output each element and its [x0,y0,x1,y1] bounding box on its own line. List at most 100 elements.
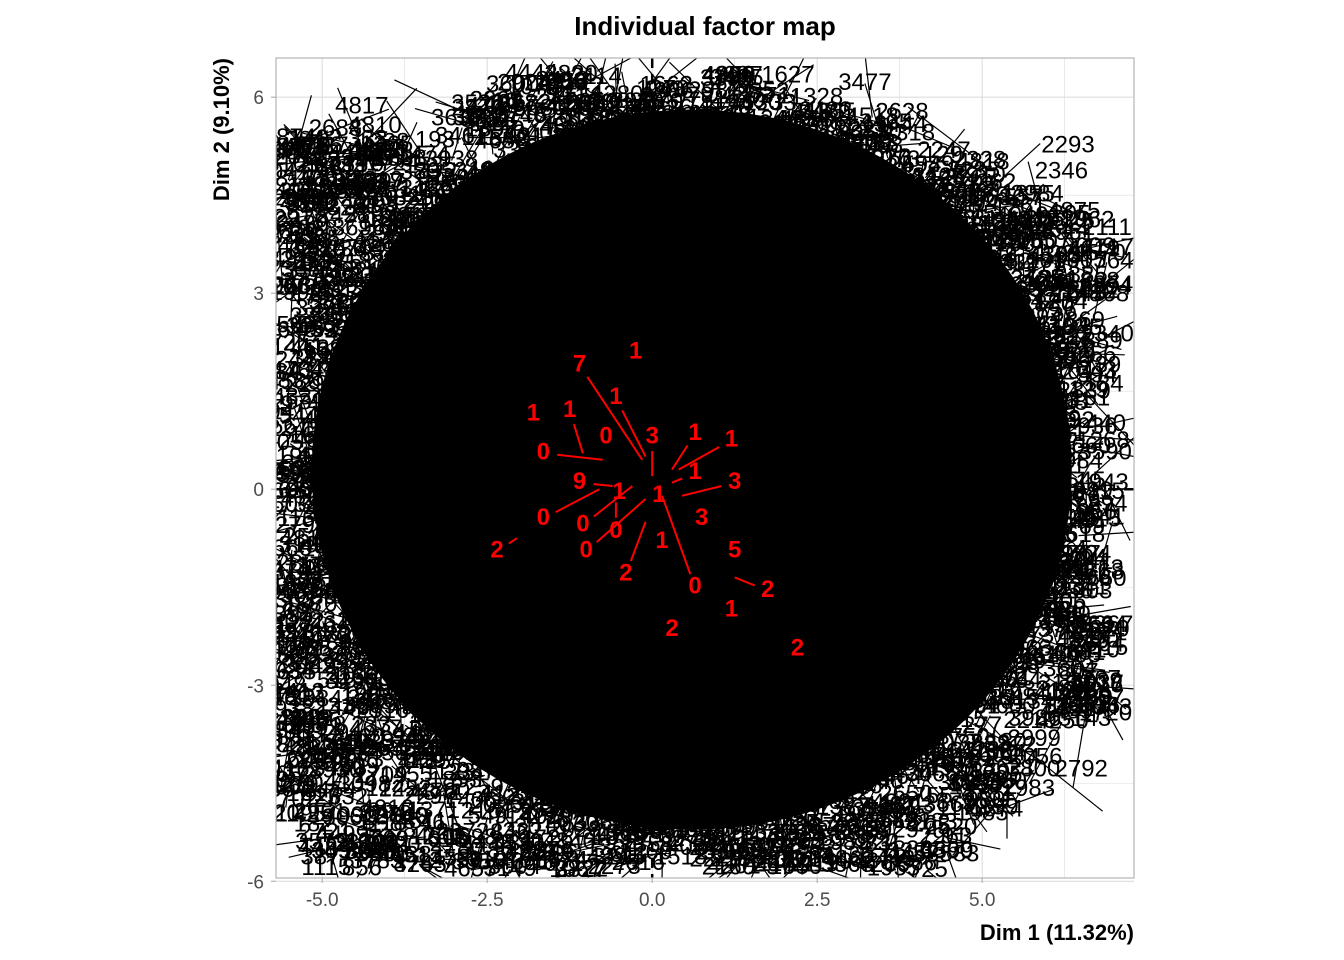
supplementary-point-label: 2 [791,635,804,662]
supplementary-point-label: 1 [688,419,701,446]
individual-leader-line [287,373,290,420]
individual-label: 319 [847,813,887,840]
supplementary-point-label: 9 [573,468,586,495]
individual-label: 389 [400,158,440,185]
individual-label: 2160 [702,853,755,880]
individual-label: 1045 [288,250,341,277]
individual-leader-line [737,74,741,102]
supplementary-point-label: 1 [655,527,668,554]
individual-label: 3755 [315,152,368,179]
individual-label: 2792 [1055,756,1108,783]
individual-label: 423 [300,784,340,811]
supplementary-point-label: 3 [695,504,708,531]
supplementary-point-label: 0 [537,504,550,531]
individual-leader-line [672,835,764,866]
individual-label: 1261 [410,823,463,850]
individual-leader-line [539,58,580,106]
individual-leader-line [930,827,952,846]
individual-label: 2346 [1035,158,1088,185]
individual-label: 3986 [1008,705,1061,732]
x-tick-label: -5.0 [306,890,339,911]
individual-label: 938 [262,573,302,600]
y-tick-label: 0 [253,480,264,501]
individual-label: 4657 [444,855,497,882]
supplementary-point-label: 3 [728,468,741,495]
individual-label: 479 [710,72,750,99]
individual-leader-line [634,852,646,872]
individual-label: 4938 [261,696,314,723]
individual-label: 3963 [452,105,505,132]
individual-leader-line [1084,446,1134,458]
individual-leader-line [1065,611,1081,705]
supplementary-point-label: 1 [725,595,738,622]
x-tick-label: 5.0 [969,890,995,911]
individual-label: 16 [1094,692,1121,719]
supplementary-point-label: 7 [573,350,586,377]
individual-label: 2702 [265,786,318,813]
individual-label: 1974 [267,391,320,418]
individual-label: 1245 [365,775,418,802]
individual-label: 2628 [875,99,928,126]
individual-label: 3820 [367,832,420,859]
individual-label: 1779 [331,151,384,178]
individual-label: 4081 [666,834,719,861]
individual-label: 4465 [859,109,912,136]
individual-leader-line [470,853,557,871]
individual-label: 4586 [267,368,320,395]
individual-leader-line [924,128,966,179]
supplementary-point-label: 2 [761,576,774,603]
individual-leader-line [1043,352,1125,356]
individual-leader-line [276,784,289,792]
individual-leader-line [1016,621,1058,665]
individual-label: 2983 [1002,775,1055,802]
individual-label: 1474 [397,141,450,168]
individual-label: 3882 [957,730,1010,757]
individual-label: 319 [278,531,318,558]
individual-label: 3843 [261,359,314,386]
individual-leader-line [287,361,314,431]
individual-label: 2341 [262,717,315,744]
individual-leader-line [276,467,287,472]
individual-leader-line [1054,257,1062,292]
individual-label: 3765 [393,851,446,878]
individual-leader-line [829,844,907,852]
individual-label: 4902 [1040,612,1093,639]
supplementary-point-label: 0 [580,537,593,564]
individual-leader-line [837,111,886,125]
individual-label: 1446 [316,694,369,721]
individual-label: 3480 [798,100,851,127]
individual-label: 2223 [834,115,887,142]
individual-label: 1115 [301,854,351,881]
individual-label: 1261 [993,192,1046,219]
individual-leader-line [1046,285,1117,295]
individual-leader-line [321,306,353,311]
individual-leader-line [419,865,438,878]
supplementary-point-label: 5 [728,537,741,564]
y-tick-label: -6 [247,872,264,893]
supplementary-point-label: 1 [563,396,576,423]
individual-label: 4845 [1001,218,1054,245]
individual-leader-line [843,134,873,140]
individual-label: 3633 [781,843,834,870]
individual-label: 2606 [1020,271,1073,298]
individual-label: 182 [294,810,334,837]
supplementary-point-label: 0 [576,511,589,538]
individual-leader-line [276,721,285,726]
individual-label: 4749 [466,92,519,119]
individual-label: 930 [322,756,362,783]
individual-label: 894 [367,798,407,825]
individual-label: 2680 [272,272,325,299]
individual-label: 345 [311,837,351,864]
individual-leader-line [842,789,872,809]
supplementary-point-label: 1 [652,481,665,508]
supplementary-point-label: 3 [646,422,659,449]
individual-label: 2161 [461,798,514,825]
individual-label: 1402 [289,125,342,152]
individual-label: 3244 [262,347,315,374]
individual-label: 1328 [790,84,843,111]
individual-label: 2293 [1041,132,1094,159]
individual-leader-line [857,782,878,831]
individual-leader-line [287,705,315,732]
y-tick-label: 6 [253,88,264,109]
individual-leader-line [276,467,322,473]
